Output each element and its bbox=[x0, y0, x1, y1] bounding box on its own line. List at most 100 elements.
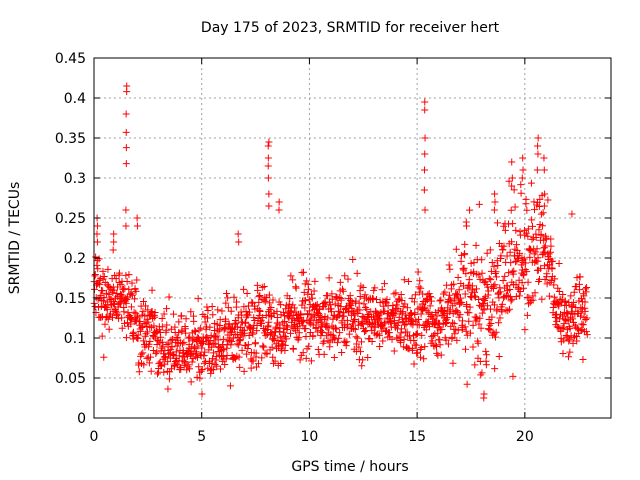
data-point bbox=[473, 315, 481, 323]
data-point bbox=[378, 286, 386, 294]
data-point bbox=[478, 369, 486, 377]
data-point bbox=[122, 206, 130, 214]
data-point bbox=[428, 337, 436, 345]
data-point bbox=[411, 309, 419, 317]
data-point bbox=[416, 277, 424, 285]
data-point bbox=[427, 293, 435, 301]
x-tick-label: 20 bbox=[516, 429, 534, 445]
data-point bbox=[419, 290, 427, 298]
data-point bbox=[422, 326, 430, 334]
data-point bbox=[248, 298, 256, 306]
data-point bbox=[160, 350, 168, 358]
data-point bbox=[421, 98, 429, 106]
data-point bbox=[275, 206, 283, 214]
data-point bbox=[163, 341, 171, 349]
data-point bbox=[185, 334, 193, 342]
data-point bbox=[267, 303, 275, 311]
data-point bbox=[518, 279, 526, 287]
data-point bbox=[547, 277, 555, 285]
data-point bbox=[235, 353, 243, 361]
data-point bbox=[330, 353, 338, 361]
data-point bbox=[299, 349, 307, 357]
data-point bbox=[136, 318, 144, 326]
data-point bbox=[306, 317, 314, 325]
data-point bbox=[498, 300, 506, 308]
data-point bbox=[487, 305, 495, 313]
data-point bbox=[528, 222, 536, 230]
data-point bbox=[581, 285, 589, 293]
data-point bbox=[121, 319, 129, 327]
plot-frame bbox=[93, 57, 612, 419]
data-point bbox=[286, 307, 294, 315]
data-point bbox=[437, 296, 445, 304]
data-point bbox=[245, 322, 253, 330]
data-point bbox=[550, 281, 558, 289]
data-point bbox=[204, 307, 212, 315]
data-point bbox=[506, 285, 514, 293]
data-point bbox=[99, 267, 107, 275]
data-point bbox=[459, 265, 467, 273]
data-point bbox=[110, 238, 118, 246]
data-point bbox=[273, 307, 281, 315]
data-point bbox=[559, 324, 567, 332]
data-point bbox=[330, 333, 338, 341]
data-point bbox=[171, 361, 179, 369]
data-point bbox=[123, 88, 131, 96]
y-tick-label: 0.3 bbox=[64, 171, 86, 187]
data-point bbox=[568, 302, 576, 310]
data-point bbox=[375, 310, 383, 318]
data-point bbox=[223, 290, 231, 298]
data-point bbox=[94, 265, 102, 273]
data-point bbox=[462, 345, 470, 353]
data-point bbox=[208, 359, 216, 367]
data-point bbox=[198, 344, 206, 352]
data-point bbox=[234, 323, 242, 331]
data-point bbox=[277, 301, 285, 309]
data-point bbox=[133, 214, 141, 222]
data-point bbox=[196, 351, 204, 359]
data-point bbox=[303, 277, 311, 285]
data-point bbox=[142, 302, 150, 310]
data-point bbox=[368, 338, 376, 346]
data-point bbox=[256, 292, 264, 300]
data-point bbox=[294, 324, 302, 332]
data-point bbox=[177, 365, 185, 373]
data-point bbox=[113, 310, 121, 318]
data-point bbox=[178, 340, 186, 348]
data-point bbox=[297, 311, 305, 319]
data-point bbox=[459, 282, 467, 290]
x-tick-label: 5 bbox=[197, 429, 206, 445]
y-tick-label: 0.45 bbox=[55, 51, 86, 67]
data-point bbox=[460, 264, 468, 272]
data-point bbox=[243, 350, 251, 358]
data-point bbox=[348, 304, 356, 312]
data-point bbox=[290, 322, 298, 330]
data-point bbox=[257, 319, 265, 327]
data-point bbox=[484, 302, 492, 310]
data-point bbox=[204, 314, 212, 322]
data-point bbox=[503, 252, 511, 260]
data-point bbox=[482, 347, 490, 355]
data-point bbox=[313, 300, 321, 308]
data-point bbox=[502, 291, 510, 299]
data-point bbox=[302, 354, 310, 362]
data-point bbox=[302, 325, 310, 333]
data-point bbox=[523, 268, 531, 276]
data-point bbox=[311, 277, 319, 285]
data-point bbox=[453, 307, 461, 315]
data-point bbox=[180, 338, 188, 346]
data-point bbox=[300, 288, 308, 296]
data-point bbox=[320, 315, 328, 323]
data-point bbox=[522, 259, 530, 267]
data-point bbox=[465, 276, 473, 284]
data-point bbox=[415, 321, 423, 329]
y-tick-label: 0.15 bbox=[55, 291, 86, 307]
data-point bbox=[306, 307, 314, 315]
data-point bbox=[548, 265, 556, 273]
data-point bbox=[518, 174, 526, 182]
data-point bbox=[546, 248, 554, 256]
data-point bbox=[144, 306, 152, 314]
data-point bbox=[421, 106, 429, 114]
data-point bbox=[275, 342, 283, 350]
data-point bbox=[563, 309, 571, 317]
